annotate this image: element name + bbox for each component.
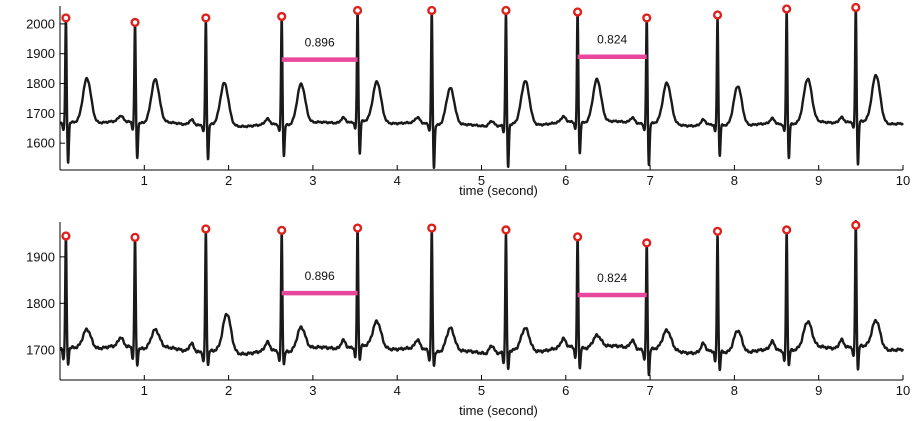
- r-peak-marker: [130, 232, 140, 242]
- r-peak-marker: [277, 225, 287, 235]
- r-peak-marker: [851, 220, 861, 230]
- r-peak-marker: [61, 13, 71, 23]
- r-peak-marker: [277, 11, 287, 22]
- r-peak-marker: [573, 232, 583, 242]
- rr-interval-label: 0.824: [597, 33, 627, 47]
- r-peak-marker: [427, 223, 437, 233]
- x-tick-label: 4: [394, 173, 401, 188]
- r-peak-marker: [201, 224, 211, 234]
- x-tick-label: 7: [646, 173, 653, 188]
- y-tick-label: 1900: [26, 46, 55, 61]
- x-tick-label: 9: [815, 383, 822, 398]
- x-tick-label: 8: [731, 173, 738, 188]
- x-tick-label: 6: [562, 173, 569, 188]
- x-tick-label: 10: [896, 173, 910, 188]
- x-axis-title: time (second): [459, 183, 538, 198]
- r-peak-marker: [427, 5, 437, 16]
- x-tick-label: 5: [478, 173, 485, 188]
- x-tick-label: 8: [731, 383, 738, 398]
- x-tick-label: 6: [562, 383, 569, 398]
- x-tick-label: 3: [309, 173, 316, 188]
- x-tick-label: 2: [225, 173, 232, 188]
- r-peak-marker: [201, 13, 211, 23]
- r-peak-marker: [782, 225, 792, 235]
- y-tick-label: 2000: [26, 16, 55, 31]
- r-peak-marker: [782, 4, 792, 14]
- y-tick-label: 1900: [26, 249, 55, 264]
- y-tick-label: 1700: [26, 342, 55, 357]
- r-peak-marker: [712, 10, 723, 20]
- r-peak-marker: [712, 226, 723, 236]
- y-tick-label: 1600: [26, 136, 55, 151]
- x-tick-label: 5: [478, 383, 485, 398]
- x-axis-title: time (second): [459, 403, 538, 418]
- chart-panel-2: 0.896 0.824 1 2 3 4 5 6 7 8 9 10 1700 1800 1900 time (s…: [26, 219, 910, 418]
- rr-interval-label: 0.824: [597, 271, 627, 285]
- x-tick-label: 9: [815, 173, 822, 188]
- r-peak-marker: [851, 2, 861, 13]
- y-tick-label: 1800: [26, 296, 55, 311]
- chart-panel-1: 0.896 0.824 1 2 3 4 5 6 7 8 9 10 1600 1700 1800 1900 200…: [26, 2, 910, 198]
- x-tick-label: 2: [225, 383, 232, 398]
- r-peak-marker: [501, 5, 511, 16]
- rr-interval-label: 0.896: [305, 36, 335, 50]
- r-peak-marker: [573, 7, 583, 17]
- x-tick-label: 10: [896, 383, 910, 398]
- x-tick-label: 1: [141, 383, 148, 398]
- ecg-signal-line: [59, 219, 905, 377]
- r-peak-marker: [352, 223, 363, 233]
- r-peak-marker: [61, 231, 71, 241]
- r-peak-marker: [642, 238, 652, 248]
- x-tick-label: 4: [394, 383, 401, 398]
- rr-interval-label: 0.896: [305, 269, 335, 283]
- r-peak-marker: [501, 225, 511, 235]
- r-peak-marker: [352, 5, 363, 16]
- x-tick-label: 7: [646, 383, 653, 398]
- r-peak-marker: [130, 17, 140, 28]
- r-peak-marker: [642, 13, 652, 23]
- y-tick-label: 1700: [26, 106, 55, 121]
- y-tick-label: 1800: [26, 76, 55, 91]
- x-tick-label: 3: [309, 383, 316, 398]
- ecg-signal-line: [59, 3, 904, 170]
- x-tick-label: 1: [141, 173, 148, 188]
